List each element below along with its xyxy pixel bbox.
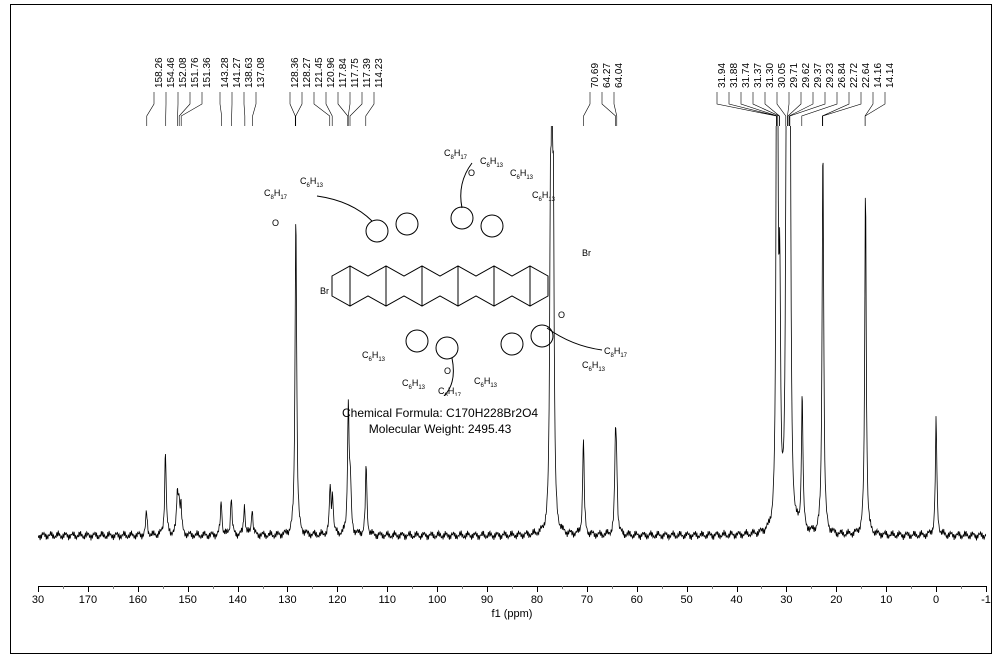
tick-label: 120 bbox=[328, 594, 346, 606]
tick-label: 50 bbox=[681, 594, 693, 606]
peak-label: 22.64 bbox=[861, 63, 872, 88]
tick-label: 150 bbox=[178, 594, 196, 606]
molecule-structure: C8H17 C6H13 C8H17 C6H13 C6H13 C6H13 Br B… bbox=[212, 136, 692, 396]
peak-label: 31.74 bbox=[741, 63, 752, 88]
peak-label: 29.37 bbox=[813, 63, 824, 88]
svg-text:C8H17: C8H17 bbox=[438, 386, 462, 396]
x-axis: 3017016015014013012011010090807060504030… bbox=[38, 586, 986, 626]
svg-text:Br: Br bbox=[320, 286, 329, 296]
tick-label: 160 bbox=[129, 594, 147, 606]
peak-label: 14.14 bbox=[885, 63, 896, 88]
peak-label: 117.75 bbox=[350, 58, 361, 88]
peak-label: 120.96 bbox=[326, 57, 337, 88]
svg-text:O: O bbox=[444, 366, 451, 376]
peak-label: 121.45 bbox=[314, 57, 325, 88]
peak-label: 29.23 bbox=[825, 63, 836, 88]
peak-label: 31.94 bbox=[717, 63, 728, 88]
tick-label: 130 bbox=[278, 594, 296, 606]
tick-label: 0 bbox=[933, 594, 939, 606]
peak-label: 151.36 bbox=[202, 57, 213, 88]
tick-label: 40 bbox=[730, 594, 742, 606]
tick-label: 90 bbox=[481, 594, 493, 606]
svg-text:C6H13: C6H13 bbox=[582, 360, 606, 373]
chemical-formula: Chemical Formula: C170H228Br2O4 bbox=[342, 406, 538, 422]
peak-label: 29.71 bbox=[789, 63, 800, 88]
peak-label: 158.26 bbox=[154, 57, 165, 88]
peak-label: 64.27 bbox=[602, 63, 613, 88]
peak-label: 22.72 bbox=[849, 63, 860, 88]
svg-text:C8H17: C8H17 bbox=[264, 188, 288, 201]
molecular-weight: Molecular Weight: 2495.43 bbox=[342, 422, 538, 438]
svg-text:Br: Br bbox=[582, 248, 591, 258]
tick-label: 100 bbox=[428, 594, 446, 606]
peak-label: 26.84 bbox=[837, 63, 848, 88]
svg-text:O: O bbox=[558, 310, 565, 320]
tick-label: 60 bbox=[631, 594, 643, 606]
molecule-svg: C8H17 C6H13 C8H17 C6H13 C6H13 C6H13 Br B… bbox=[212, 136, 692, 396]
peak-label: 117.84 bbox=[338, 58, 349, 88]
peak-label: 31.88 bbox=[729, 63, 740, 88]
peak-label: 152.08 bbox=[178, 57, 189, 88]
peak-label: 29.62 bbox=[801, 63, 812, 88]
svg-text:C6H13: C6H13 bbox=[474, 376, 498, 389]
peak-label: 114.23 bbox=[374, 58, 385, 88]
tick-label: 170 bbox=[79, 594, 97, 606]
svg-text:C6H13: C6H13 bbox=[300, 176, 324, 189]
peak-label: 70.69 bbox=[590, 63, 601, 88]
axis-title: f1 (ppm) bbox=[492, 608, 533, 620]
peak-label: 14.16 bbox=[873, 63, 884, 88]
peak-label: 143.28 bbox=[220, 57, 231, 88]
svg-text:C6H13: C6H13 bbox=[362, 350, 386, 363]
peak-label: 154.46 bbox=[166, 57, 177, 88]
peak-label: 117.39 bbox=[362, 58, 373, 88]
svg-text:C6H13: C6H13 bbox=[532, 190, 556, 203]
peak-label: 141.27 bbox=[232, 57, 243, 88]
peak-label: 137.08 bbox=[256, 57, 267, 88]
tick-label: 80 bbox=[531, 594, 543, 606]
tick-label: 110 bbox=[378, 594, 396, 606]
peak-label: 138.63 bbox=[244, 57, 255, 88]
peak-label: 128.36 bbox=[290, 57, 301, 88]
peak-label: 30.05 bbox=[777, 63, 788, 88]
tick-label: -1 bbox=[981, 594, 991, 606]
svg-text:C6H13: C6H13 bbox=[480, 156, 504, 169]
svg-text:C6H13: C6H13 bbox=[510, 168, 534, 181]
tick-label: 140 bbox=[228, 594, 246, 606]
tick-label: 70 bbox=[581, 594, 593, 606]
compound-info: Chemical Formula: C170H228Br2O4 Molecula… bbox=[342, 406, 538, 437]
tick-label: 30 bbox=[780, 594, 792, 606]
peak-label: 64.04 bbox=[614, 63, 625, 88]
tick-label: 30 bbox=[32, 594, 44, 606]
peak-label: 31.30 bbox=[765, 63, 776, 88]
tick-label: 20 bbox=[830, 594, 842, 606]
spectrum-container: 158.26154.46152.08151.76151.36 143.28141.… bbox=[12, 6, 988, 650]
svg-text:O: O bbox=[272, 218, 279, 228]
peak-label: 128.27 bbox=[302, 57, 313, 88]
svg-text:C6H13: C6H13 bbox=[402, 378, 426, 391]
svg-text:C8H17: C8H17 bbox=[444, 148, 468, 161]
peak-label: 151.76 bbox=[190, 57, 201, 88]
tick-label: 10 bbox=[880, 594, 892, 606]
svg-text:C8H17: C8H17 bbox=[604, 346, 628, 359]
svg-text:O: O bbox=[468, 168, 475, 178]
peak-label: 31.37 bbox=[753, 63, 764, 88]
